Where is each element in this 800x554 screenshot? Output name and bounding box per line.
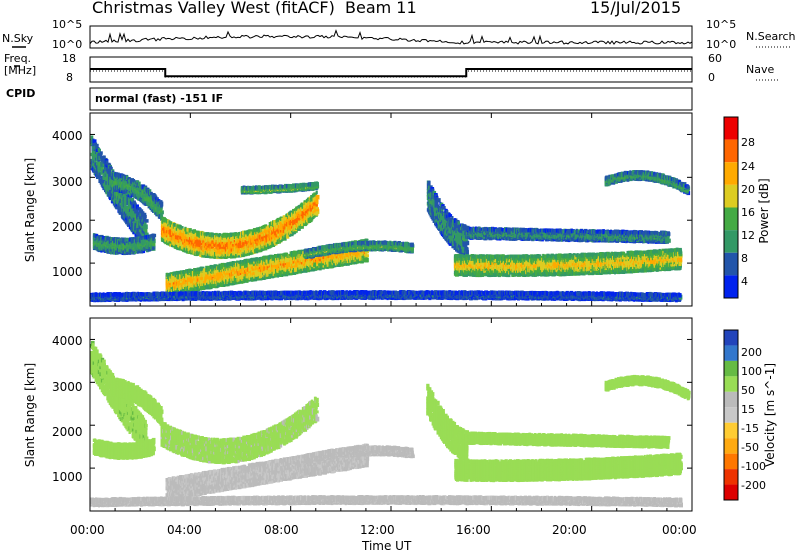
power-echo-cell — [100, 151, 103, 155]
power-echo-cell — [93, 139, 97, 143]
power-echo-cell — [145, 219, 149, 223]
rti-plot — [0, 0, 800, 554]
power-echo-cell — [145, 226, 148, 230]
power-echo-cell — [145, 229, 148, 233]
power-echo-cell — [98, 173, 100, 176]
power-scatter-layer — [90, 136, 690, 303]
power-echo-cell — [144, 215, 147, 218]
